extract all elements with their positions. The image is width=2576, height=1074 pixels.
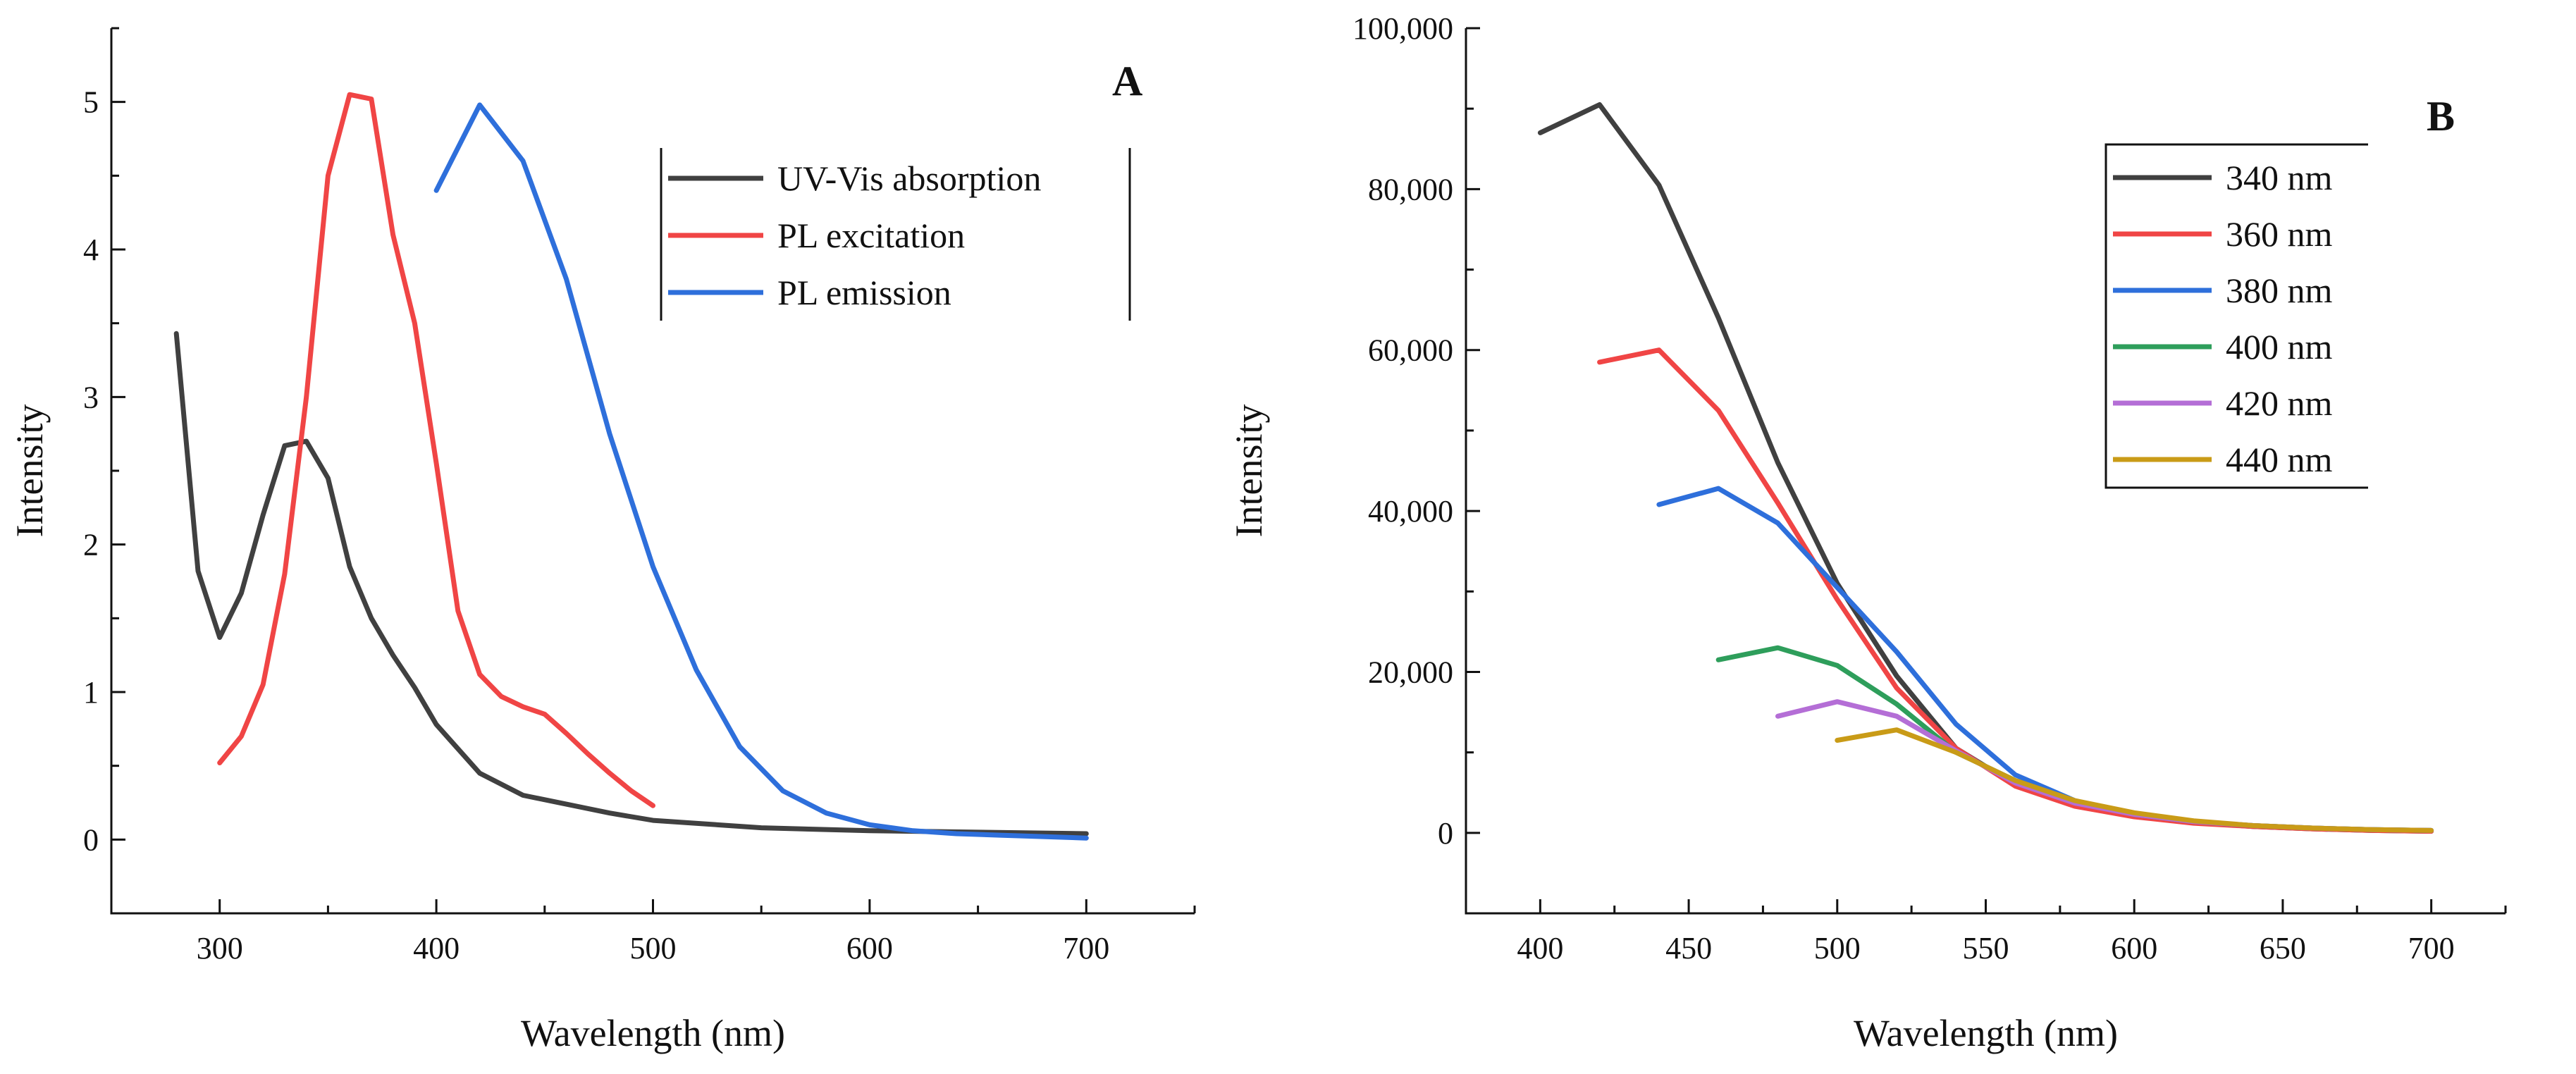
y-axis-title: Intensity <box>1228 405 1270 538</box>
legend-border <box>2104 143 2368 489</box>
y-tick-label: 1 <box>83 675 99 710</box>
y-tick-label: 20,000 <box>1368 655 1453 689</box>
x-tick-label: 700 <box>2408 931 2455 965</box>
legend-label: UV-Vis absorption <box>777 159 1041 198</box>
y-tick-label: 3 <box>83 380 99 414</box>
x-tick-label: 600 <box>2111 931 2157 965</box>
x-tick-label: 400 <box>1517 931 1563 965</box>
legend: UV-Vis absorption PL excitation PL emissio… <box>660 148 1131 321</box>
legend: 340 nm 360 nm 380 nm 400 nm 420 nm 440 nm <box>2104 143 2368 489</box>
legend-label: 380 nm <box>2226 271 2333 310</box>
y-tick-label: 100,000 <box>1352 11 1453 46</box>
y-tick-label: 60,000 <box>1368 333 1453 368</box>
x-tick-label: 550 <box>1963 931 2009 965</box>
series-line-2 <box>217 92 655 808</box>
x-tick-label: 500 <box>1814 931 1861 965</box>
x-tick-label: 700 <box>1063 931 1109 965</box>
y-tick-label: 80,000 <box>1368 172 1453 206</box>
x-tick-label: 300 <box>197 931 243 965</box>
series-line-3 <box>433 102 1089 841</box>
series-line-1 <box>173 331 1089 837</box>
chart-panel-b: 0 20,000 40,000 60,000 80,000 100,000 400 450 50… <box>1228 11 2507 1054</box>
legend-label: 440 nm <box>2226 440 2333 479</box>
y-tick-label: 40,000 <box>1368 494 1453 529</box>
legend-label: 340 nm <box>2226 158 2333 197</box>
series-line-6 <box>1835 727 2434 833</box>
x-tick-label: 450 <box>1665 931 1712 965</box>
x-tick-label: 600 <box>846 931 893 965</box>
y-tick-label: 5 <box>83 85 99 120</box>
y-tick-label: 0 <box>83 822 99 857</box>
series-line-3 <box>1656 486 2434 833</box>
x-axis-title: Wavelength (nm) <box>521 1012 785 1054</box>
legend-label: PL excitation <box>777 216 965 255</box>
y-axis-title: Intensity <box>8 405 51 538</box>
panel-label: A <box>1112 58 1142 104</box>
legend-label: 360 nm <box>2226 214 2333 254</box>
x-axis-title: Wavelength (nm) <box>1854 1012 2118 1054</box>
x-tick-label: 650 <box>2260 931 2306 965</box>
series-line-5 <box>1775 699 2434 833</box>
x-tick-label: 500 <box>630 931 677 965</box>
legend-label: 420 nm <box>2226 383 2333 423</box>
axis-lines <box>1465 28 2506 915</box>
legend-label: 400 nm <box>2226 327 2333 366</box>
chart-panel-a: 0 1 2 3 4 5 300 400 500 600 700 Wavelength (nm) Inte… <box>8 27 1196 1054</box>
panel-label: B <box>2427 93 2455 140</box>
x-tick-label: 400 <box>413 931 460 965</box>
y-tick-label: 0 <box>1438 816 1453 851</box>
y-tick-label: 4 <box>83 233 99 267</box>
y-tick-label: 2 <box>83 528 99 562</box>
legend-label: PL emission <box>777 273 951 312</box>
